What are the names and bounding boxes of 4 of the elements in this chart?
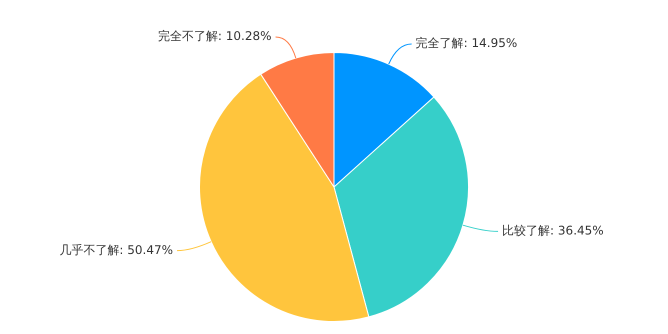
slice-label: 比较了解: 36.45%	[502, 224, 604, 238]
slice-label: 完全了解: 14.95%	[416, 36, 518, 50]
slice-label: 几乎不了解: 50.47%	[59, 242, 174, 257]
slice-label: 完全不了解: 10.28%	[158, 29, 272, 44]
